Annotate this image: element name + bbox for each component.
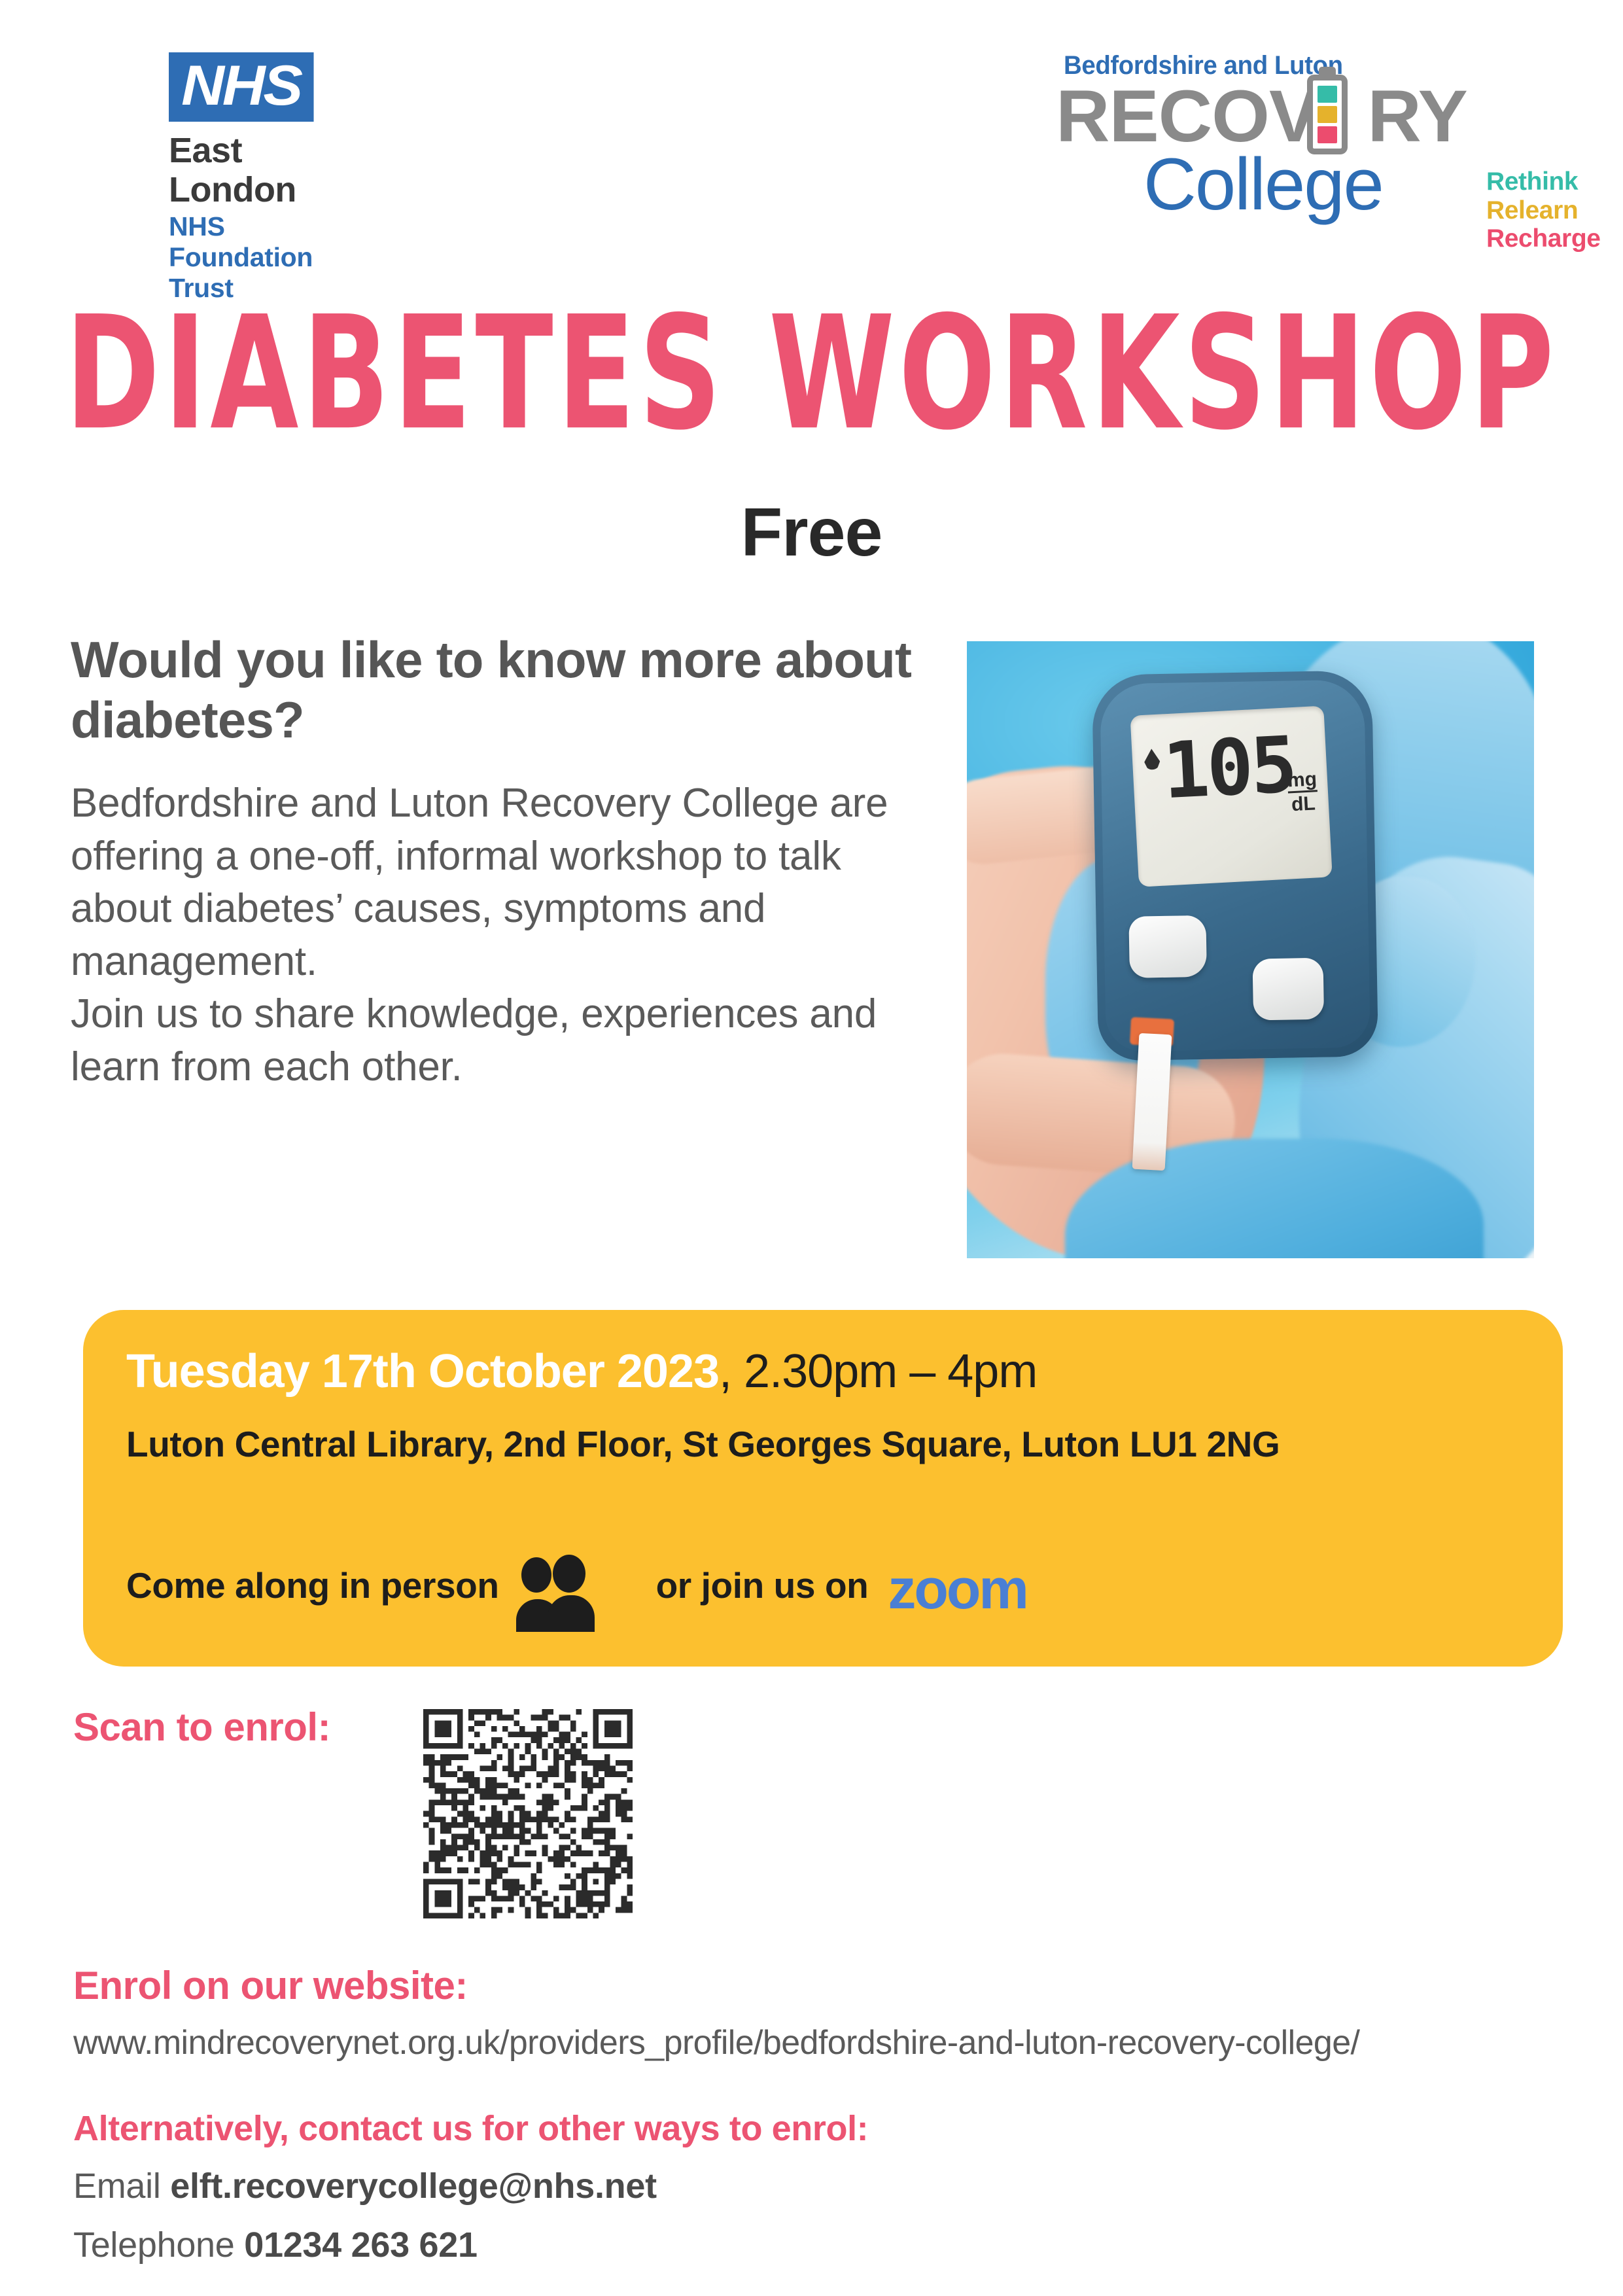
- zoom-logo: zoom: [888, 1558, 1029, 1621]
- event-details-box: Tuesday 17th October 2023, 2.30pm – 4pm …: [83, 1310, 1563, 1667]
- body-paragraph-2: Join us to share knowledge, experiences …: [71, 991, 877, 1089]
- event-date: Tuesday 17th October 2023: [126, 1345, 720, 1398]
- nhs-logo: NHS East London NHS Foundation Trust: [169, 52, 365, 304]
- glucose-unit: mg dL: [1287, 768, 1319, 815]
- blood-drop-icon: [1143, 749, 1161, 770]
- scan-to-enrol-label: Scan to enrol:: [73, 1705, 331, 1749]
- recovery-college-region: Bedfordshire and Luton: [1064, 51, 1343, 80]
- in-person-label: Come along in person: [126, 1565, 499, 1606]
- strapline-recharge: Recharge: [1486, 224, 1601, 253]
- battery-cell-1: [1318, 86, 1337, 103]
- enrol-website-url[interactable]: www.mindrecoverynet.org.uk/providers_pro…: [73, 2024, 1360, 2062]
- event-datetime-line: Tuesday 17th October 2023, 2.30pm – 4pm: [126, 1345, 1038, 1398]
- glucometer-button-right: [1252, 957, 1325, 1021]
- nhs-trust-name: East London: [169, 131, 296, 210]
- body-copy: Bedfordshire and Luton Recovery College …: [71, 777, 934, 1094]
- body-paragraph-1: Bedfordshire and Luton Recovery College …: [71, 781, 888, 984]
- glucometer-device: 105 mg dL: [1091, 670, 1379, 1061]
- recovery-college-straplines: Rethink Relearn Recharge: [1486, 168, 1601, 253]
- glucose-reading: 105: [1161, 719, 1297, 817]
- price-label: Free: [741, 495, 883, 571]
- poster-title: DIABETES WORKSHOP: [65, 283, 1558, 465]
- glucometer-button-left: [1128, 915, 1207, 978]
- people-icon-head-back: [521, 1557, 551, 1593]
- battery-icon: [1307, 75, 1348, 154]
- lead-question: Would you like to know more about diabet…: [71, 631, 912, 749]
- attendance-options: Come along in person or join us on zoom: [126, 1553, 1029, 1632]
- email-address[interactable]: elft.recoverycollege@nhs.net: [170, 2166, 657, 2206]
- glucose-meter-photo: 105 mg dL: [967, 641, 1534, 1258]
- telephone-line: Telephone 01234 263 621: [73, 2225, 478, 2265]
- email-prefix: Email: [73, 2166, 171, 2206]
- strapline-rethink: Rethink: [1486, 168, 1579, 196]
- recovery-word-tail: RY: [1367, 75, 1467, 157]
- college-wordmark: College: [1143, 143, 1384, 225]
- battery-cell-3: [1318, 126, 1337, 143]
- recovery-college-wordmark: RECOVERY: [1056, 80, 1468, 153]
- event-venue: Luton Central Library, 2nd Floor, St Geo…: [126, 1424, 1280, 1464]
- strapline-relearn: Relearn: [1486, 196, 1579, 224]
- nhs-badge-text: NHS: [169, 52, 314, 122]
- alternative-enrol-heading: Alternatively, contact us for other ways…: [73, 2109, 869, 2148]
- people-icon-head-front: [552, 1555, 585, 1593]
- telephone-number[interactable]: 01234 263 621: [244, 2225, 478, 2265]
- battery-cell-2: [1318, 106, 1337, 123]
- enrol-website-heading: Enrol on our website:: [73, 1964, 468, 2007]
- people-icon-body-front: [547, 1595, 595, 1632]
- qr-code[interactable]: [423, 1709, 633, 1918]
- email-line: Email elft.recoverycollege@nhs.net: [73, 2166, 657, 2206]
- nhs-trust-subtitle: NHS Foundation Trust: [169, 211, 313, 304]
- people-icon: [515, 1553, 608, 1632]
- telephone-prefix: Telephone: [73, 2225, 245, 2265]
- recovery-word-head: RECOV: [1056, 75, 1319, 157]
- event-time: , 2.30pm – 4pm: [719, 1345, 1038, 1398]
- unit-numerator: mg: [1287, 768, 1318, 792]
- online-label: or join us on: [655, 1565, 869, 1606]
- recovery-college-logo: Bedfordshire and Luton RECOVERY College …: [1047, 51, 1601, 253]
- glucometer-display: 105 mg dL: [1130, 705, 1333, 887]
- unit-denominator: dL: [1287, 789, 1319, 815]
